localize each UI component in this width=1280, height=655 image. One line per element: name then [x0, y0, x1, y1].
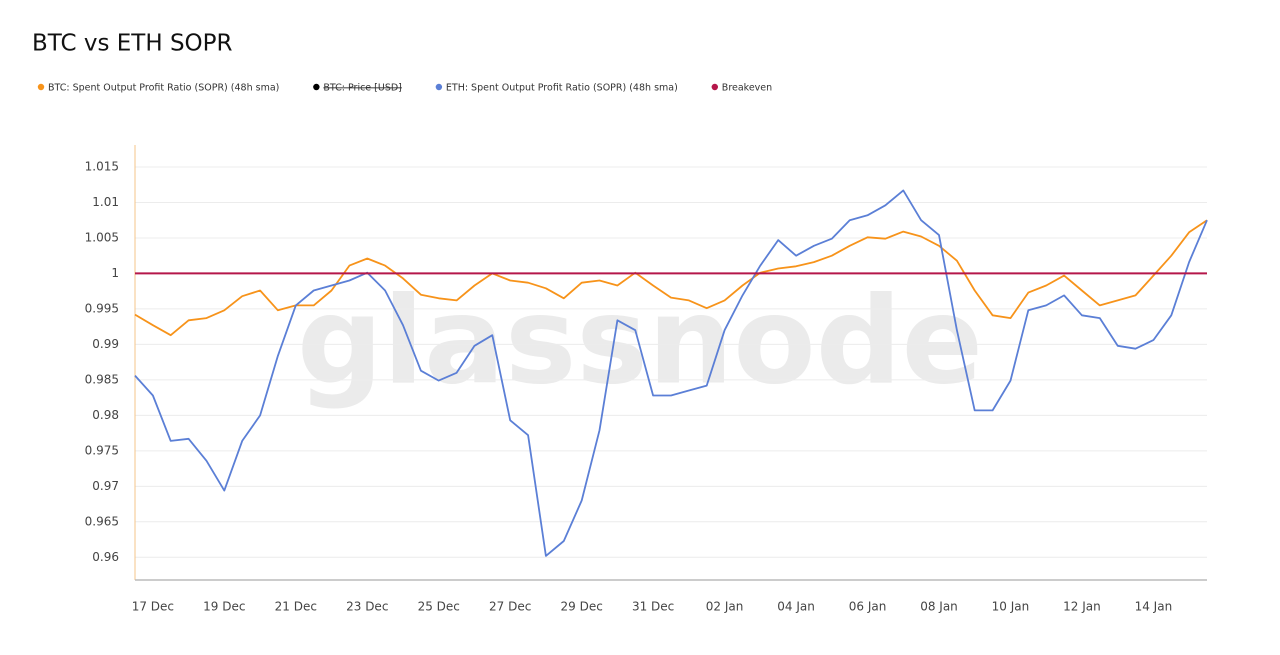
y-tick-label: 0.965 [85, 514, 119, 528]
legend-marker [711, 83, 718, 91]
x-tick-label: 23 Dec [346, 600, 388, 614]
y-tick-label: 1.01 [92, 195, 119, 209]
x-tick-label: 27 Dec [489, 600, 531, 614]
y-tick-label: 0.99 [92, 337, 119, 351]
y-tick-label: 1.005 [85, 230, 119, 244]
y-tick-label: 1 [111, 266, 119, 280]
legend-label: BTC: Spent Output Profit Ratio (SOPR) (4… [48, 83, 279, 94]
series-line [134, 189, 1208, 557]
chart-title: BTC vs ETH SOPR [32, 31, 233, 57]
x-tick-label: 17 Dec [132, 600, 174, 614]
x-tick-label: 10 Jan [992, 600, 1030, 614]
y-tick-label: 1.015 [85, 159, 119, 173]
x-tick-label: 04 Jan [777, 600, 815, 614]
x-tick-label: 25 Dec [418, 600, 460, 614]
y-tick-label: 0.98 [92, 408, 119, 422]
x-tick-label: 21 Dec [275, 600, 317, 614]
legend-label: BTC: Price [USD] [323, 83, 402, 94]
series-line [134, 219, 1208, 337]
legend-label: Breakeven [722, 83, 772, 94]
x-tick-label: 08 Jan [920, 600, 958, 614]
y-tick-label: 0.975 [85, 443, 119, 457]
legend-marker [37, 83, 45, 91]
watermark: glassnode [297, 273, 983, 412]
y-tick-label: 0.985 [85, 372, 119, 386]
y-tick-label: 0.97 [92, 479, 119, 493]
x-tick-label: 12 Jan [1063, 600, 1101, 614]
y-tick-label: 0.995 [85, 301, 119, 315]
legend-marker [313, 83, 320, 91]
x-tick-label: 02 Jan [706, 600, 744, 614]
x-tick-label: 19 Dec [203, 600, 245, 614]
legend-marker [435, 83, 443, 91]
legend-label: ETH: Spent Output Profit Ratio (SOPR) (4… [446, 83, 678, 94]
y-tick-label: 0.96 [92, 550, 119, 564]
x-tick-label: 06 Jan [849, 600, 887, 614]
x-tick-label: 14 Jan [1135, 600, 1173, 614]
x-tick-label: 29 Dec [561, 600, 603, 614]
x-tick-label: 31 Dec [632, 600, 674, 614]
